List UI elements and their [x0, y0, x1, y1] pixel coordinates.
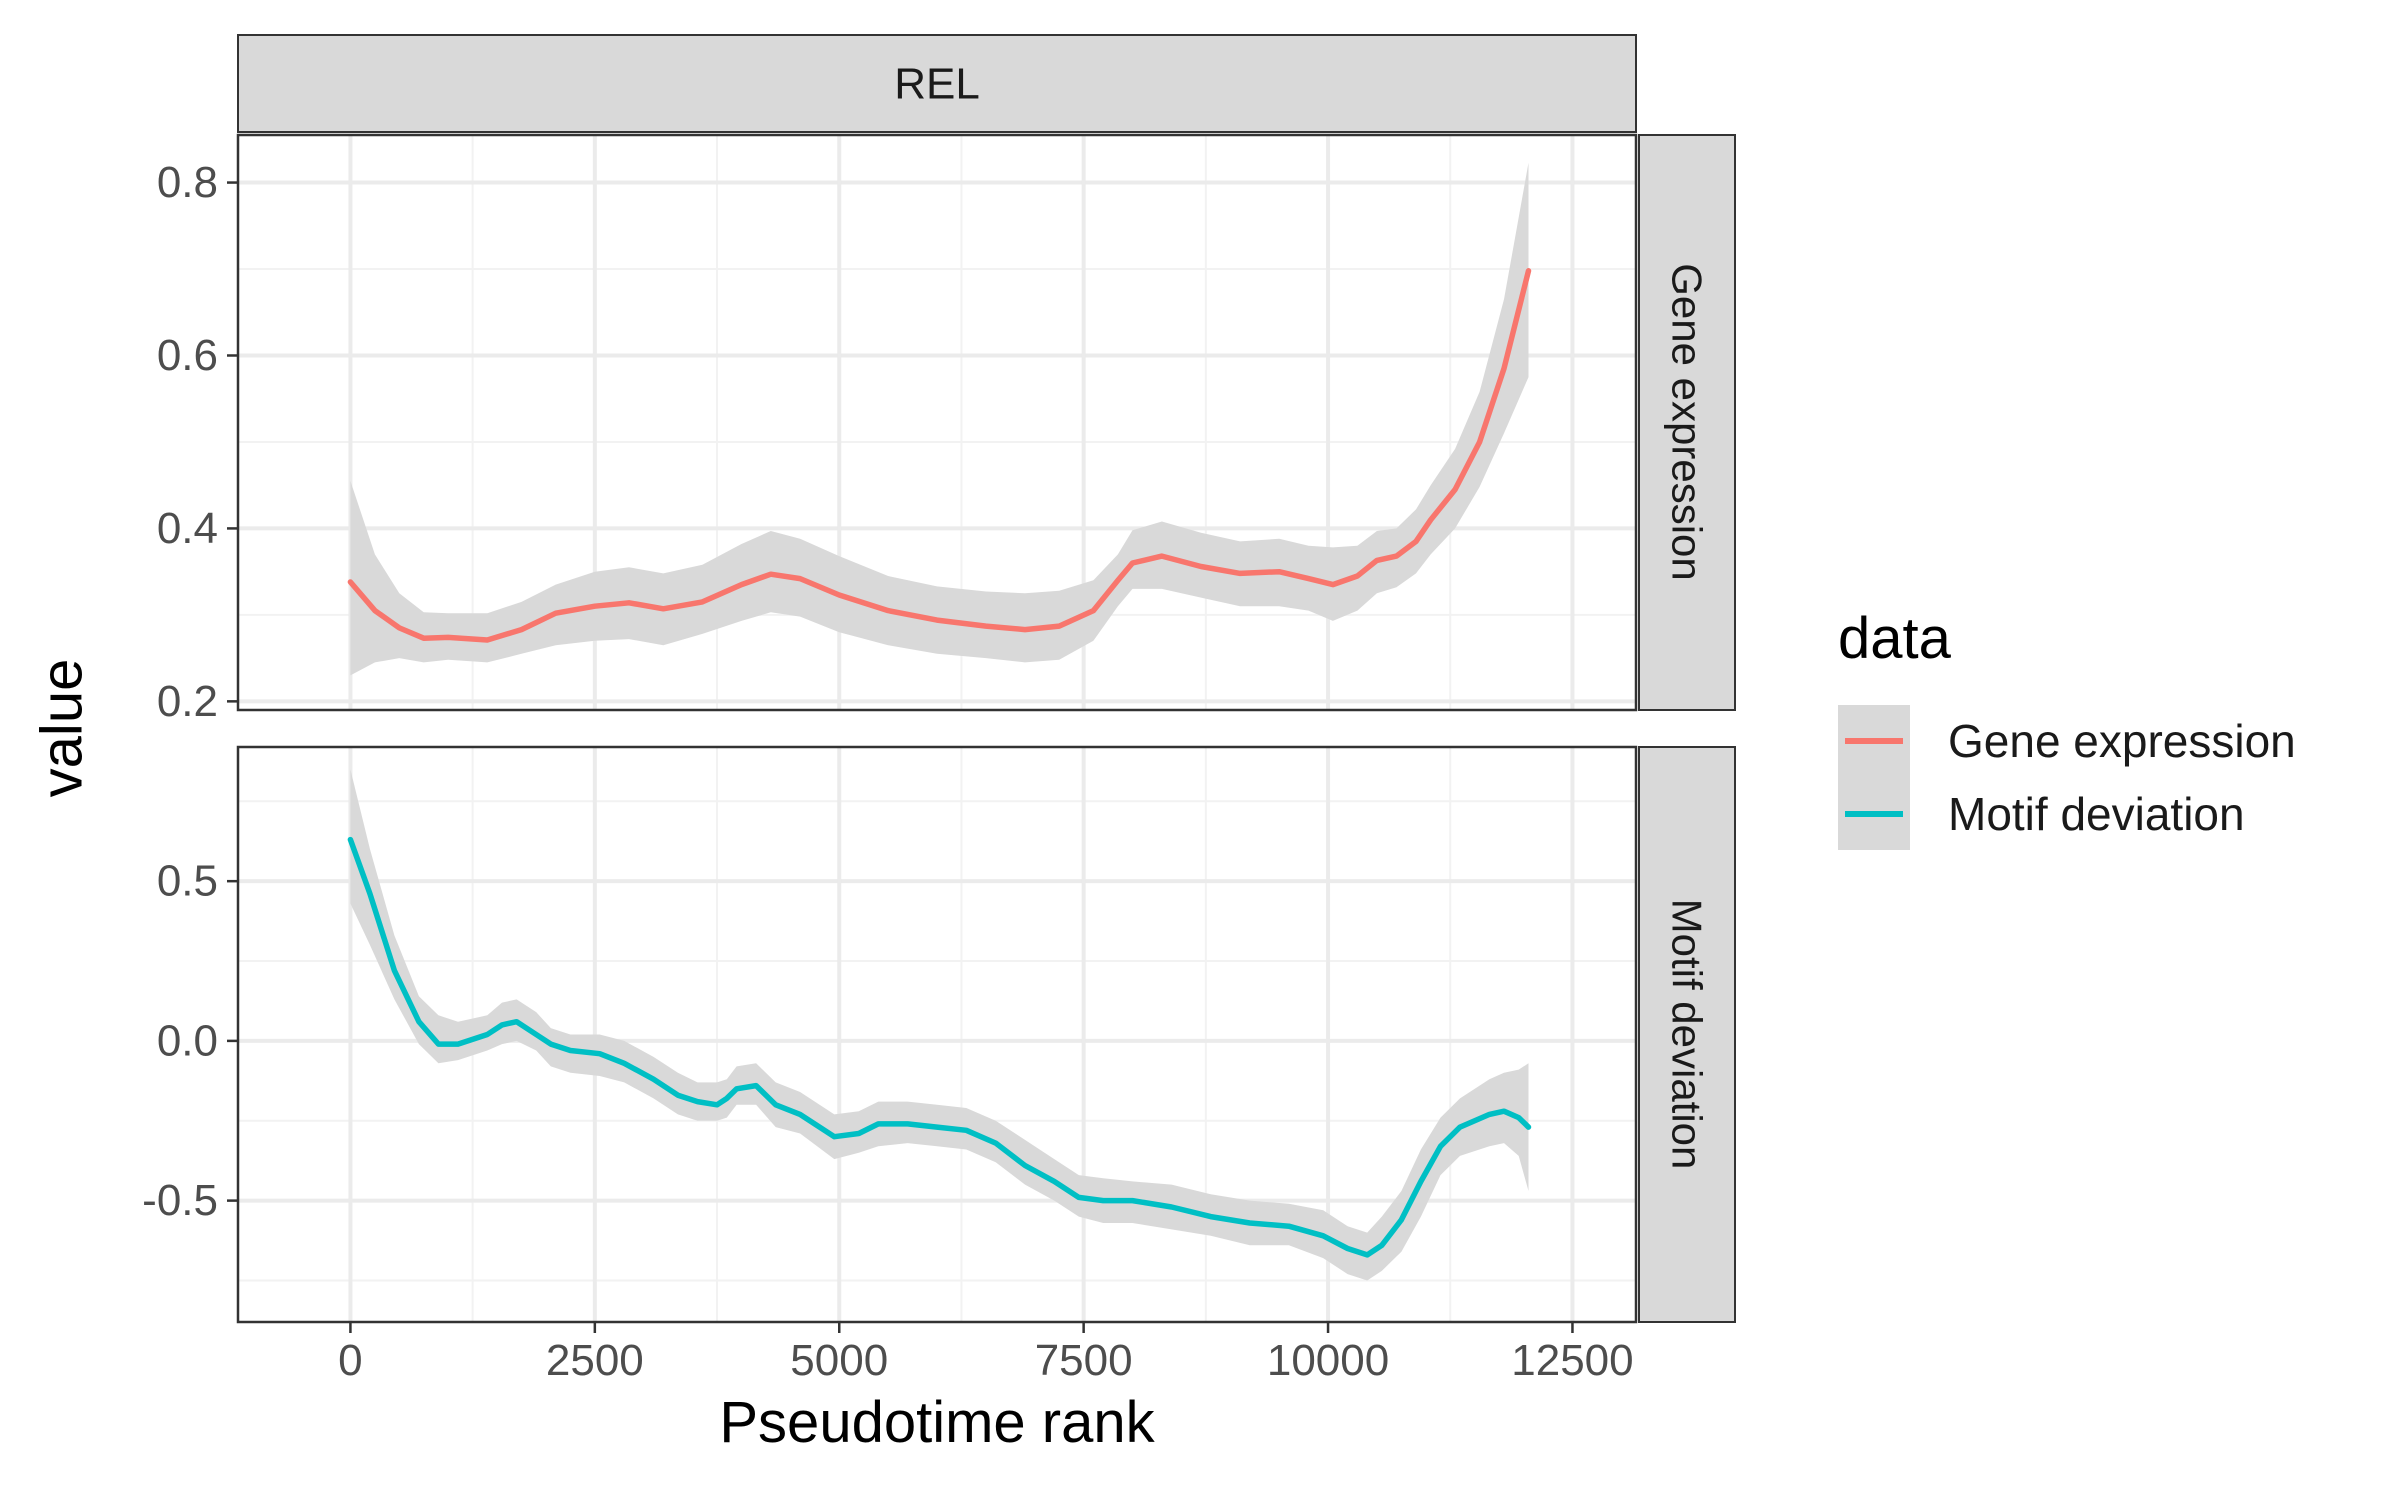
facet-title: REL: [894, 60, 980, 109]
legend: data Gene expression Motif deviation: [1838, 606, 2296, 850]
y-tick-label: 0.8: [157, 158, 218, 207]
panel-gene-expression-y-axis: 0.2 0.4 0.6 0.8: [157, 158, 238, 726]
panel-motif-deviation-y-axis: -0.5 0.0 0.5: [142, 857, 238, 1225]
facet-strip-gene-expression: [1638, 134, 1736, 711]
facet-strip-label-motif-deviation: Motif deviation: [1664, 899, 1711, 1170]
x-axis-title: Pseudotime rank: [719, 1390, 1155, 1455]
x-tick-label: 0: [338, 1336, 362, 1385]
x-tick-label: 10000: [1267, 1336, 1389, 1385]
x-tick-label: 12500: [1511, 1336, 1633, 1385]
panel-gene-expression: 0.2 0.4 0.6 0.8 Gene expression: [157, 133, 1736, 726]
panel-motif-deviation-border: [236, 745, 1638, 1324]
facet-strip-top: [237, 34, 1637, 133]
y-tick-label: 0.6: [157, 331, 218, 380]
gene-expression-confidence-band: [350, 162, 1529, 676]
y-tick-label: 0.2: [157, 677, 218, 726]
motif-deviation-line: [347, 836, 1532, 1258]
y-tick-label: 0.5: [157, 857, 218, 906]
legend-title: data: [1838, 606, 1952, 671]
panel-motif-deviation: -0.5 0.0 0.5 Motif deviation: [142, 745, 1736, 1324]
y-tick-label: 0.4: [157, 504, 218, 553]
x-tick-label: 2500: [546, 1336, 644, 1385]
panel-gene-expression-border: [236, 133, 1638, 712]
facet-strip-label-gene-expression: Gene expression: [1664, 263, 1711, 581]
motif-deviation-confidence-band: [350, 769, 1529, 1281]
legend-label-gene-expression: Gene expression: [1948, 715, 2296, 767]
facet-strip-motif-deviation: [1638, 746, 1736, 1323]
x-axis: 0 2500 5000 7500 10000 12500: [338, 1322, 1634, 1385]
x-tick-label: 5000: [790, 1336, 888, 1385]
legend-label-motif-deviation: Motif deviation: [1948, 788, 2245, 840]
y-tick-label: -0.5: [142, 1176, 218, 1225]
gene-expression-line: [347, 268, 1532, 643]
y-tick-label: 0.0: [157, 1016, 218, 1065]
legend-key-background: [1838, 705, 1910, 850]
y-axis-title: value: [30, 659, 95, 798]
x-tick-label: 7500: [1035, 1336, 1133, 1385]
